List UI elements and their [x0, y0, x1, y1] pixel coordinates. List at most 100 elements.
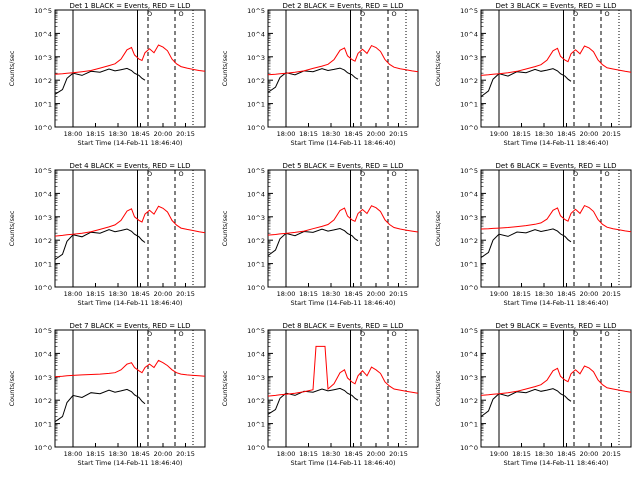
plot-frame [480, 329, 632, 448]
y-tick-label: 10^5 [247, 167, 265, 175]
x-tick-label: 20:00 [154, 290, 173, 298]
events-black-line [267, 67, 359, 93]
y-tick-label: 10^0 [247, 284, 265, 292]
x-tick-label: 18:15 [86, 290, 105, 298]
y-tick-label: 10^3 [460, 54, 478, 62]
y-tick-label: 10^1 [247, 101, 265, 109]
x-tick-label: 20:15 [602, 450, 621, 458]
y-tick-label: 10^3 [247, 374, 265, 382]
annotation-marker: O [178, 10, 183, 18]
y-axis-label: Counts/sec [434, 50, 442, 86]
y-tick-label: 10^5 [34, 167, 52, 175]
y-tick-label: 10^1 [460, 101, 478, 109]
y-tick-label: 10^2 [460, 77, 478, 85]
x-tick-label: 18:45 [131, 130, 150, 138]
plot-frame [267, 9, 419, 128]
y-tick-label: 10^2 [247, 237, 265, 245]
lld-red-line [267, 205, 419, 236]
y-tick-label: 10^0 [460, 444, 478, 452]
plot-frame [480, 169, 632, 288]
x-tick-label: 18:30 [109, 290, 128, 298]
x-tick-label: 20:00 [367, 130, 386, 138]
x-tick-label: 20:15 [602, 290, 621, 298]
plot-frame [480, 9, 632, 128]
y-tick-label: 10^0 [460, 284, 478, 292]
y-tick-label: 10^1 [34, 261, 52, 269]
annotation-marker: O [147, 330, 152, 338]
events-black-line [480, 388, 572, 417]
x-tick-label: 18:30 [109, 450, 128, 458]
y-tick-label: 10^2 [460, 237, 478, 245]
y-tick-label: 10^4 [460, 30, 478, 38]
y-tick-label: 10^3 [34, 374, 52, 382]
events-black-line [267, 227, 359, 257]
plot-frame [54, 169, 206, 288]
x-axis-label: Start Time (14-Feb-11 18:46:40) [78, 139, 183, 147]
y-tick-label: 10^4 [34, 190, 52, 198]
x-tick-label: 20:00 [580, 290, 599, 298]
x-tick-label: 18:00 [277, 130, 296, 138]
x-tick-label: 20:15 [602, 130, 621, 138]
panel-det-4: 10^0 10^1 10^2 10^3 10^4 10^5 18:00 18:15 18:30 1… [8, 162, 206, 307]
x-axis-label: Start Time (14-Feb-11 18:46:40) [78, 459, 183, 467]
x-tick-label: 19:00 [490, 450, 509, 458]
x-tick-label: 20:00 [580, 130, 599, 138]
x-tick-label: 18:45 [131, 450, 150, 458]
x-tick-label: 18:15 [512, 290, 531, 298]
x-tick-label: 18:45 [557, 450, 576, 458]
x-tick-label: 20:15 [176, 130, 195, 138]
annotation-marker: O [391, 10, 396, 18]
y-tick-label: 10^3 [247, 214, 265, 222]
y-tick-label: 10^5 [247, 7, 265, 15]
x-tick-label: 20:15 [176, 290, 195, 298]
y-axis-label: Counts/sec [8, 370, 16, 406]
plot-frame [267, 329, 419, 448]
x-tick-label: 20:15 [389, 450, 408, 458]
lld-red-line [480, 204, 632, 233]
y-tick-label: 10^2 [247, 77, 265, 85]
y-tick-label: 10^2 [460, 397, 478, 405]
y-tick-label: 10^0 [247, 124, 265, 132]
y-tick-label: 10^3 [247, 54, 265, 62]
panel-det-8: 10^0 10^1 10^2 10^3 10^4 10^5 18:00 18:15 18:30 1… [221, 322, 419, 467]
y-tick-label: 10^0 [34, 284, 52, 292]
x-axis-label: Start Time (14-Feb-11 18:46:40) [504, 139, 609, 147]
y-axis-label: Counts/sec [221, 50, 229, 86]
x-axis-label: Start Time (14-Feb-11 18:46:40) [504, 299, 609, 307]
x-tick-label: 18:45 [344, 290, 363, 298]
events-black-line [54, 388, 146, 423]
annotation-marker: O [360, 10, 365, 18]
x-tick-label: 20:00 [367, 450, 386, 458]
x-tick-label: 20:00 [367, 290, 386, 298]
x-tick-label: 18:00 [64, 290, 83, 298]
annotation-marker: O [573, 10, 578, 18]
y-tick-label: 10^4 [460, 190, 478, 198]
y-tick-label: 10^2 [34, 77, 52, 85]
annotation-marker: O [147, 10, 152, 18]
y-tick-label: 10^4 [247, 190, 265, 198]
y-axis-label: Counts/sec [8, 210, 16, 246]
plot-frame [54, 9, 206, 128]
y-axis-label: Counts/sec [221, 370, 229, 406]
panel-title: Det 7 BLACK = Events, RED = LLD [70, 322, 191, 330]
y-tick-label: 10^5 [34, 327, 52, 335]
panel-title: Det 9 BLACK = Events, RED = LLD [496, 322, 617, 330]
x-tick-label: 18:15 [512, 130, 531, 138]
x-tick-label: 20:15 [176, 450, 195, 458]
x-tick-label: 18:45 [131, 290, 150, 298]
y-tick-label: 10^3 [460, 214, 478, 222]
x-tick-label: 18:45 [557, 130, 576, 138]
x-tick-label: 18:30 [109, 130, 128, 138]
x-axis-label: Start Time (14-Feb-11 18:46:40) [291, 139, 396, 147]
annotation-marker: O [360, 330, 365, 338]
y-tick-label: 10^5 [460, 7, 478, 15]
x-tick-label: 18:30 [322, 450, 341, 458]
x-tick-label: 20:15 [389, 130, 408, 138]
panel-det-7: 10^0 10^1 10^2 10^3 10^4 10^5 18:00 18:15 18:30 1… [8, 322, 206, 467]
y-tick-label: 10^0 [460, 124, 478, 132]
y-tick-label: 10^1 [34, 101, 52, 109]
x-tick-label: 18:00 [64, 450, 83, 458]
x-tick-label: 20:15 [389, 290, 408, 298]
x-tick-label: 18:30 [535, 130, 554, 138]
